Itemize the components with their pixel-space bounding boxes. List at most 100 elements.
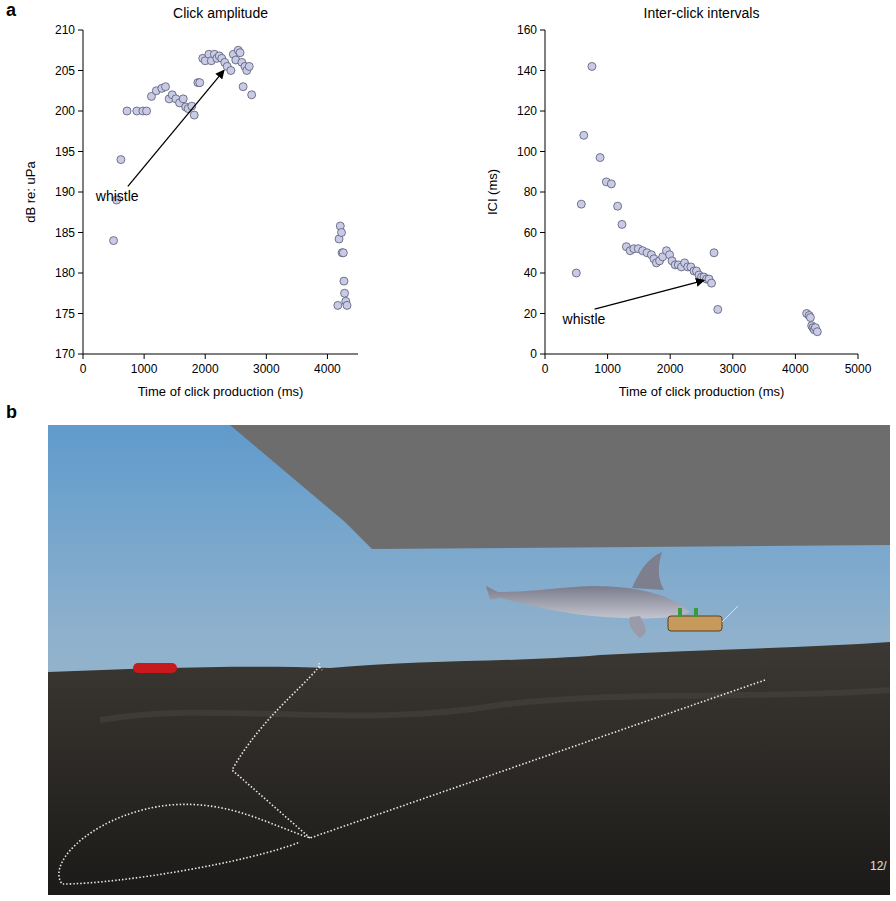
x-tick-label: 4000 bbox=[314, 362, 341, 376]
y-tick-label: 60 bbox=[524, 226, 538, 240]
data-point bbox=[596, 154, 604, 162]
y-tick bbox=[540, 70, 545, 71]
data-point bbox=[813, 328, 821, 336]
data-point bbox=[334, 301, 342, 309]
data-point bbox=[341, 289, 349, 297]
chart-title: Inter-click intervals bbox=[644, 5, 760, 21]
data-point bbox=[588, 62, 596, 70]
annotation: whistle bbox=[562, 311, 606, 327]
x-axis-title: Time of click production (ms) bbox=[138, 384, 304, 399]
x-axis-line bbox=[545, 354, 858, 355]
x-tick bbox=[266, 354, 267, 359]
y-tick bbox=[78, 354, 83, 355]
x-tick-label: 4000 bbox=[782, 362, 809, 376]
y-tick-label: 80 bbox=[524, 185, 538, 199]
data-point bbox=[190, 111, 198, 119]
x-tick-label: 1000 bbox=[594, 362, 621, 376]
figure: a b Click amplitude Time of click productio… bbox=[0, 0, 896, 901]
data-point bbox=[580, 131, 588, 139]
y-tick bbox=[78, 30, 83, 31]
antenna bbox=[722, 606, 738, 622]
red-marker bbox=[133, 663, 177, 673]
y-tick-label: 0 bbox=[530, 347, 537, 361]
data-point bbox=[708, 279, 716, 287]
data-point bbox=[245, 62, 253, 70]
points bbox=[572, 62, 821, 335]
y-tick bbox=[540, 273, 545, 274]
x-tick bbox=[732, 354, 733, 359]
x-tick bbox=[83, 354, 84, 359]
y-tick-label: 175 bbox=[55, 307, 75, 321]
points bbox=[110, 46, 351, 309]
y-tick bbox=[540, 313, 545, 314]
data-point bbox=[162, 83, 170, 91]
x-axis-line bbox=[83, 354, 358, 355]
timestamp: 12/ bbox=[870, 859, 887, 873]
data-point bbox=[338, 229, 346, 237]
tag-device bbox=[668, 616, 722, 631]
panel-letter: b bbox=[6, 402, 17, 422]
y-tick-label: 160 bbox=[517, 23, 537, 37]
data-point bbox=[339, 249, 347, 257]
data-point bbox=[143, 107, 151, 115]
x-tick bbox=[144, 354, 145, 359]
overhang bbox=[230, 425, 890, 549]
panel-letter: a bbox=[6, 0, 17, 20]
data-point bbox=[236, 49, 244, 57]
x-tick bbox=[607, 354, 608, 359]
data-point bbox=[572, 269, 580, 277]
y-tick bbox=[78, 313, 83, 314]
tag-part bbox=[694, 608, 698, 617]
data-point bbox=[343, 301, 351, 309]
track bbox=[59, 664, 765, 884]
y-tick-label: 210 bbox=[55, 23, 75, 37]
x-tick bbox=[545, 354, 546, 359]
dolphin bbox=[486, 586, 690, 618]
y-tick-label: 185 bbox=[55, 226, 75, 240]
seabed bbox=[48, 642, 890, 895]
y-axis-title: ICI (ms) bbox=[485, 169, 500, 215]
y-tick-label: 190 bbox=[55, 185, 75, 199]
y-tick-label: 200 bbox=[55, 104, 75, 118]
data-point bbox=[227, 67, 235, 75]
x-tick-label: 3000 bbox=[253, 362, 280, 376]
annotation: whistle bbox=[95, 188, 139, 204]
y-tick-label: 120 bbox=[517, 104, 537, 118]
y-tick bbox=[78, 232, 83, 233]
chart: Inter-click intervalsTime of click produ… bbox=[485, 5, 872, 399]
data-point bbox=[196, 79, 204, 87]
x-tick-label: 1000 bbox=[131, 362, 158, 376]
data-point bbox=[614, 202, 622, 210]
dorsal-fin bbox=[632, 552, 664, 590]
y-tick bbox=[540, 192, 545, 193]
data-point bbox=[618, 220, 626, 228]
data-point bbox=[710, 249, 718, 257]
chart-title: Click amplitude bbox=[173, 5, 268, 21]
data-point bbox=[239, 83, 247, 91]
x-tick-label: 2000 bbox=[657, 362, 684, 376]
y-tick bbox=[78, 111, 83, 112]
x-tick bbox=[327, 354, 328, 359]
x-tick bbox=[670, 354, 671, 359]
y-tick-label: 170 bbox=[55, 347, 75, 361]
data-point bbox=[123, 107, 131, 115]
y-axis-title: dB re: uPa bbox=[23, 161, 38, 223]
x-tick-label: 5000 bbox=[845, 362, 872, 376]
x-tick-label: 3000 bbox=[719, 362, 746, 376]
data-point bbox=[607, 180, 615, 188]
tag-part bbox=[678, 608, 682, 617]
data-point bbox=[179, 95, 187, 103]
y-tick bbox=[78, 192, 83, 193]
annotation-arrow bbox=[128, 70, 224, 186]
water bbox=[48, 425, 890, 895]
flipper bbox=[629, 616, 645, 638]
y-tick bbox=[540, 30, 545, 31]
y-tick-label: 195 bbox=[55, 145, 75, 159]
data-point bbox=[110, 237, 118, 245]
y-tick bbox=[78, 273, 83, 274]
annotation-arrow bbox=[595, 280, 705, 309]
y-tick-label: 205 bbox=[55, 64, 75, 78]
x-tick bbox=[795, 354, 796, 359]
x-tick-label: 0 bbox=[80, 362, 87, 376]
y-tick bbox=[540, 151, 545, 152]
